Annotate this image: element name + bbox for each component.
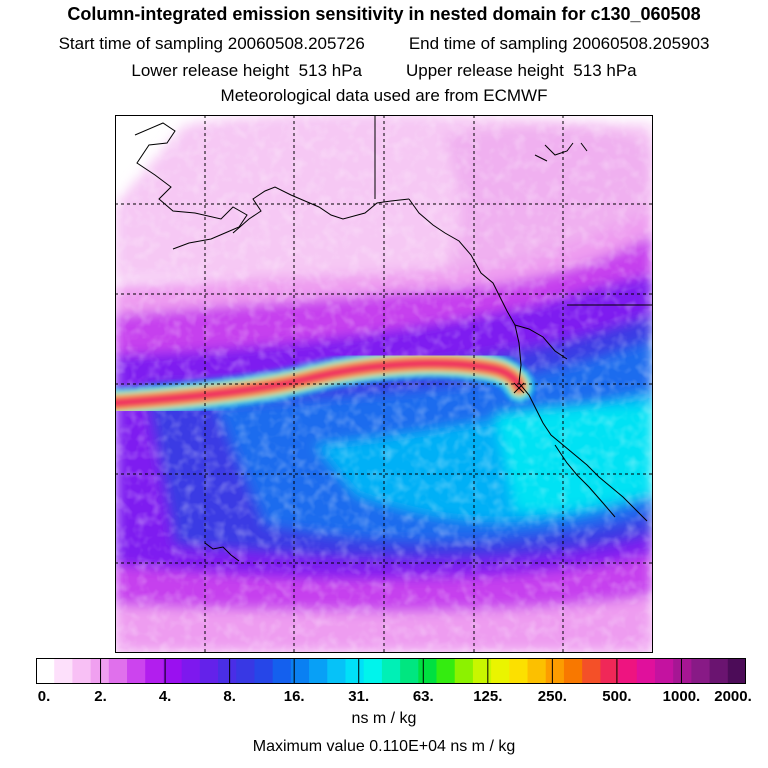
colorbar-segment	[654, 658, 674, 684]
colorbar-segment	[145, 658, 165, 684]
colorbar-tick-label: 16.	[283, 688, 305, 705]
colorbar-segment	[199, 658, 219, 684]
colorbar-segment	[127, 658, 146, 684]
coastlines	[134, 115, 653, 562]
colorbar-segment	[563, 658, 583, 684]
met-data-line: Meteorological data used are from ECMWF	[220, 86, 548, 105]
chart-title: Column-integrated emission sensitivity i…	[67, 4, 701, 24]
colorbar-segment	[436, 658, 456, 684]
colorbar-frame	[36, 658, 746, 684]
colorbar-unit-label: ns m / kg	[351, 710, 417, 727]
colorbar-tick-label: 2000.	[714, 688, 752, 705]
colorbar-segment	[90, 658, 110, 684]
colorbar-segment	[509, 658, 529, 684]
upper-release-height: Upper release height 513 hPa	[406, 61, 637, 80]
colorbar-segment	[582, 658, 601, 684]
colorbar-segment	[400, 658, 419, 684]
colorbar-segment	[709, 658, 729, 684]
colorbar-segment	[290, 658, 310, 684]
colorbar-tick-label: 8.	[223, 688, 236, 705]
colorbar	[36, 658, 746, 684]
colorbar-segment	[236, 658, 256, 684]
colorbar-tick-label: 0.	[37, 688, 51, 705]
colorbar-tick-label: 125.	[473, 688, 503, 705]
sensitivity-map	[115, 115, 653, 653]
colorbar-segment	[491, 658, 510, 684]
colorbar-segment	[254, 658, 274, 684]
colorbar-segment	[108, 658, 128, 684]
colorbar-segment	[327, 658, 347, 684]
colorbar-segment	[673, 658, 692, 684]
colorbar-segment	[345, 658, 365, 684]
colorbar-segment	[527, 658, 547, 684]
lower-release-height: Lower release height 513 hPa	[131, 61, 362, 80]
colorbar-segment	[545, 658, 565, 684]
colorbar-segment	[363, 658, 383, 684]
colorbar-segment	[72, 658, 92, 684]
colorbar-segment	[691, 658, 711, 684]
start-time: Start time of sampling 20060508.205726	[58, 34, 365, 53]
colorbar-segment	[472, 658, 492, 684]
colorbar-tick-label: 250.	[537, 688, 567, 705]
colorbar-tick-label: 2.	[94, 688, 107, 705]
colorbar-tick-label: 1000.	[662, 688, 701, 705]
colorbar-tick-label: 63.	[412, 688, 434, 705]
colorbar-segment	[727, 658, 746, 684]
colorbar-segment	[181, 658, 201, 684]
colorbar-segment	[381, 658, 401, 684]
colorbar-segment	[36, 658, 55, 684]
colorbar-tick-label: 500.	[602, 688, 632, 705]
colorbar-segment	[54, 658, 74, 684]
colorbar-tick-label: 4.	[158, 688, 172, 705]
release-height-line: Lower release height 513 hPa Upper releas…	[0, 61, 768, 81]
colorbar-segment	[636, 658, 656, 684]
colorbar-segment	[218, 658, 237, 684]
map-frame	[115, 115, 653, 653]
colorbar-segment	[454, 658, 474, 684]
end-time: End time of sampling 20060508.205903	[408, 34, 710, 53]
max-value-label: Maximum value 0.110E+04 ns m / kg	[252, 738, 516, 755]
release-plume	[115, 349, 534, 417]
release-point-marker	[513, 382, 525, 394]
colorbar-segment	[309, 658, 328, 684]
colorbar-segment	[618, 658, 638, 684]
sampling-time-line: Start time of sampling 20060508.205726 En…	[0, 34, 768, 54]
colorbar-segment	[163, 658, 183, 684]
colorbar-segment	[272, 658, 292, 684]
colorbar-segment	[418, 658, 438, 684]
colorbar-tick-label: 31.	[348, 688, 370, 705]
colorbar-segment	[600, 658, 620, 684]
